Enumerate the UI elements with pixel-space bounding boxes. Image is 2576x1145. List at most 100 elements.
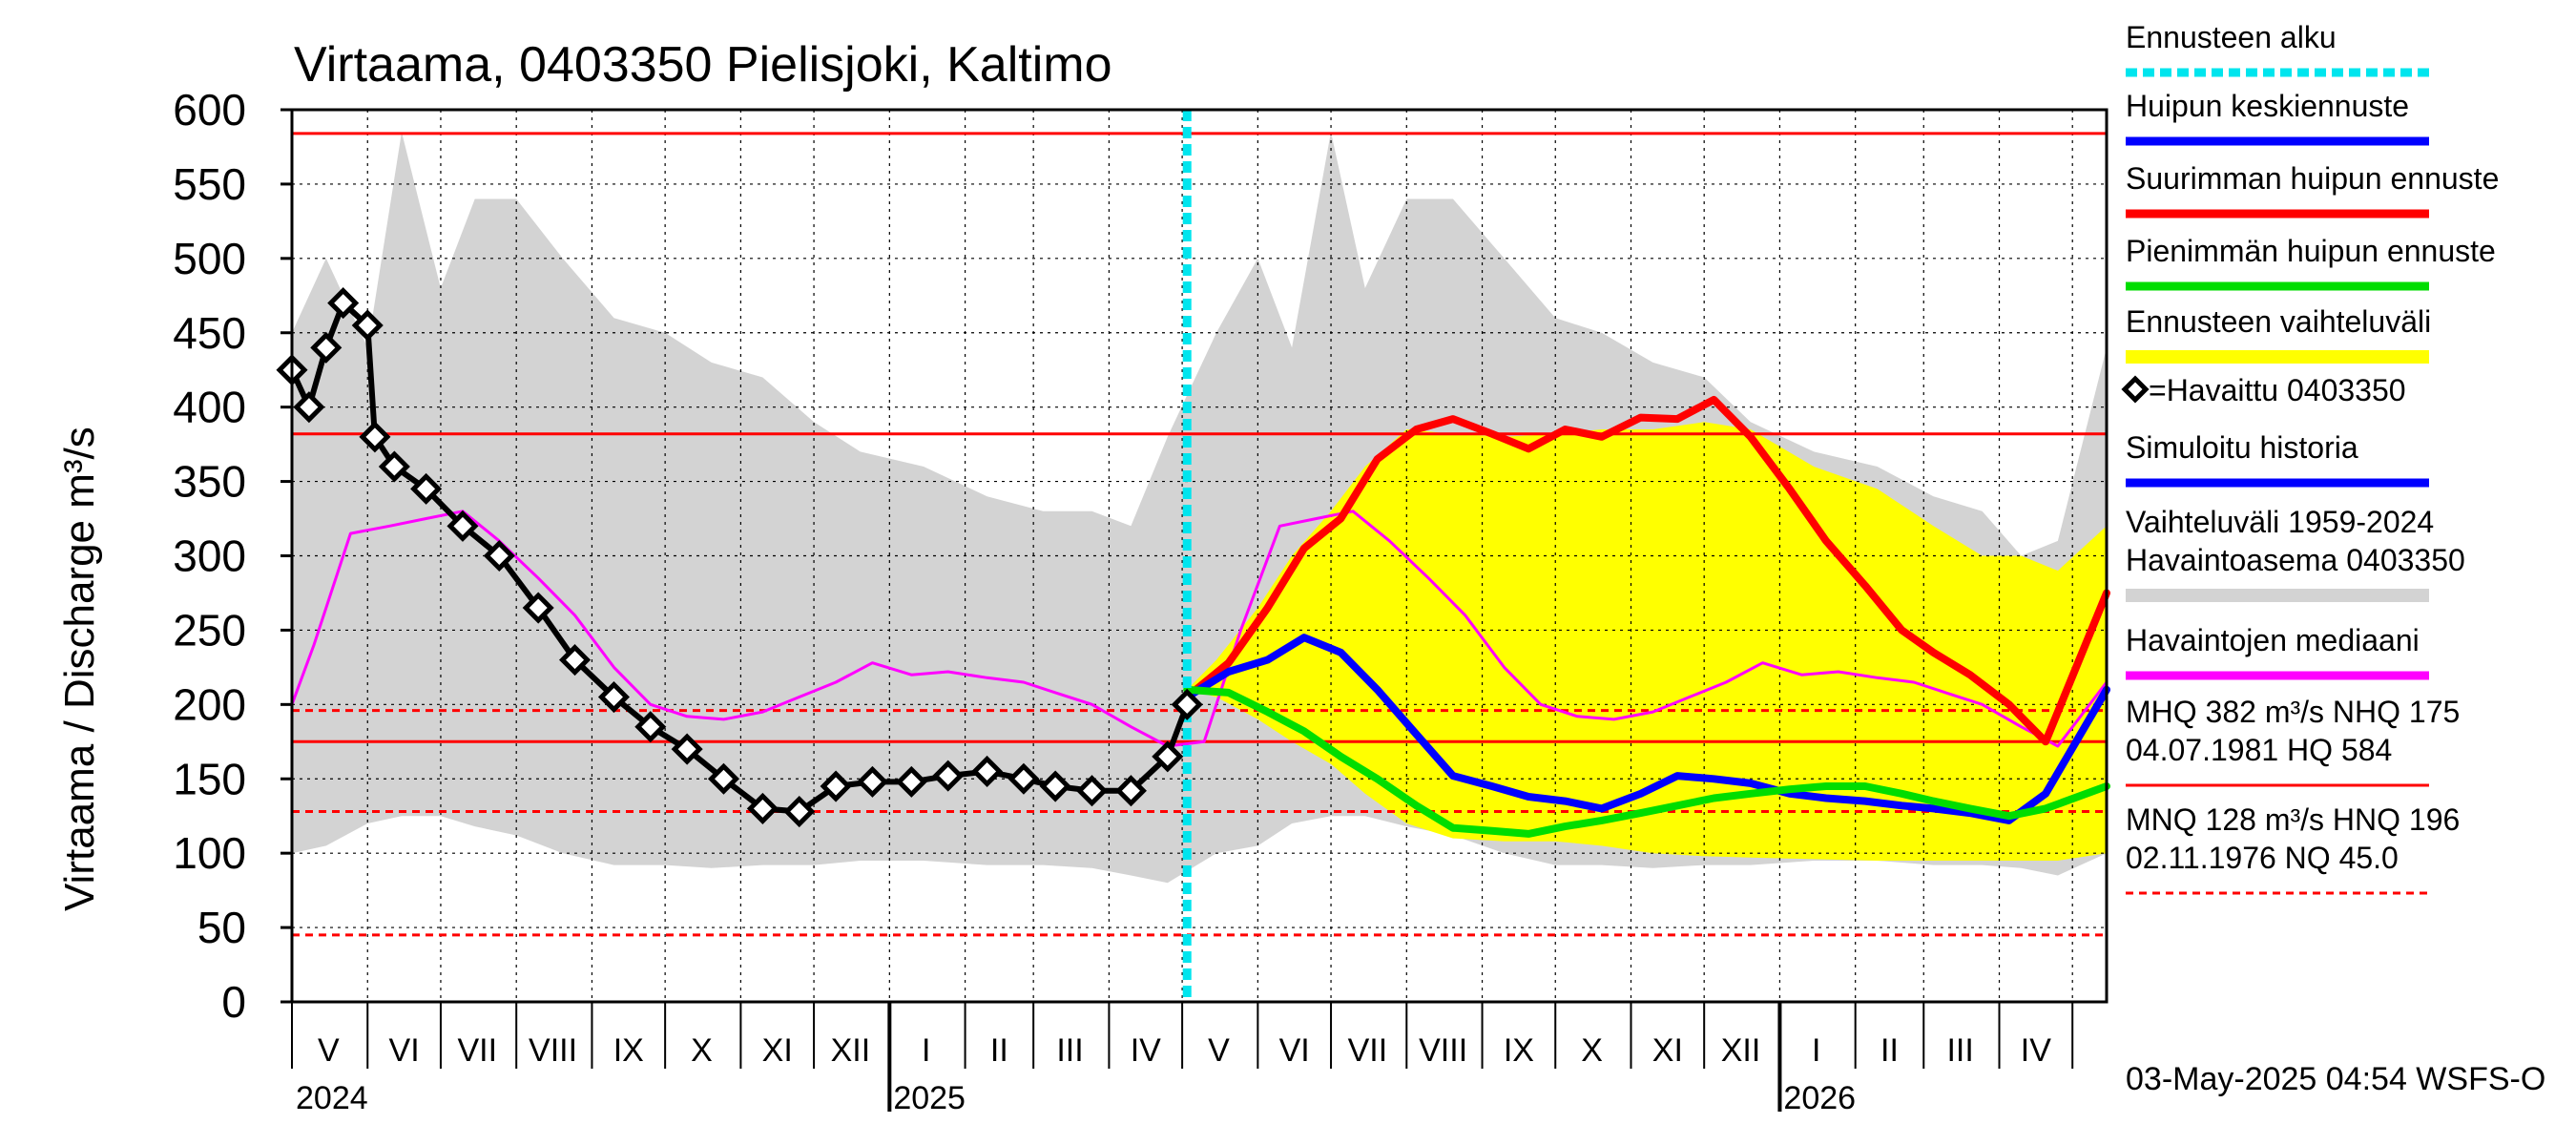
chart-title: Virtaama, 0403350 Pielisjoki, Kaltimo bbox=[294, 37, 1112, 93]
legend-item: Simuloitu historia bbox=[2126, 430, 2429, 488]
legend-label: Ennusteen alku bbox=[2126, 20, 2337, 54]
y-tick-label: 300 bbox=[173, 531, 246, 581]
observed-point bbox=[1039, 770, 1071, 802]
observed-point bbox=[447, 510, 479, 542]
observed-point bbox=[820, 770, 852, 802]
x-year-label: 2025 bbox=[893, 1080, 966, 1116]
y-tick-label: 200 bbox=[173, 679, 246, 729]
legend-label: Havaintojen mediaani bbox=[2126, 623, 2420, 657]
legend-label: MNQ 128 m³/s HNQ 196 bbox=[2126, 802, 2460, 837]
y-tick-label: 350 bbox=[173, 457, 246, 507]
legend-label: 02.11.1976 NQ 45.0 bbox=[2126, 841, 2399, 875]
y-tick-label: 150 bbox=[173, 754, 246, 803]
x-month-label: X bbox=[691, 1032, 713, 1069]
legend-marker-icon bbox=[2121, 375, 2150, 404]
observed-point bbox=[932, 760, 965, 792]
x-month-label: I bbox=[1812, 1032, 1820, 1069]
legend-item: MHQ 382 m³/s NHQ 175 04.07.1981 HQ 584 bbox=[2126, 695, 2460, 787]
legend-item: Ennusteen alku bbox=[2126, 20, 2429, 77]
x-month-label: VIII bbox=[529, 1032, 577, 1069]
observed-point bbox=[483, 539, 515, 572]
legend-label: Suurimman huipun ennuste bbox=[2126, 161, 2499, 196]
x-month-label: XI bbox=[1652, 1032, 1683, 1069]
plot-area bbox=[276, 110, 2110, 1002]
observed-point bbox=[310, 331, 343, 364]
line-havaintojen-mediaani bbox=[290, 510, 2109, 748]
x-month-label: XI bbox=[762, 1032, 793, 1069]
y-tick-label: 400 bbox=[173, 383, 246, 432]
legend-label: Pienimmän huipun ennuste bbox=[2126, 234, 2496, 268]
y-axis-label: Virtaama / Discharge m³/s bbox=[56, 427, 103, 911]
observed-point bbox=[1171, 688, 1203, 720]
observed-point bbox=[293, 391, 325, 424]
observed-point bbox=[971, 755, 1004, 787]
x-month-label: VII bbox=[1348, 1032, 1388, 1069]
y-tick-label: 100 bbox=[173, 828, 246, 878]
legend: Ennusteen alku Huipun keskiennuste Suurimm… bbox=[2121, 20, 2499, 895]
legend-item: Suurimman huipun ennuste bbox=[2126, 161, 2499, 219]
y-tick-label: 600 bbox=[173, 85, 246, 135]
observed-point bbox=[707, 762, 740, 795]
footer-timestamp: 03-May-2025 04:54 WSFS-O bbox=[2126, 1061, 2545, 1097]
x-month-label: IX bbox=[613, 1032, 644, 1069]
observed-point bbox=[327, 287, 360, 320]
y-tick-label: 500 bbox=[173, 234, 246, 283]
legend-label: Ennusteen vaihteluväli bbox=[2126, 304, 2431, 339]
y-tick-label: 50 bbox=[197, 903, 246, 952]
x-month-label: III bbox=[1056, 1032, 1083, 1069]
x-month-label: VI bbox=[1279, 1032, 1310, 1069]
legend-item: Pienimmän huipun ennuste bbox=[2126, 234, 2496, 291]
observed-point bbox=[559, 644, 592, 677]
x-month-label: V bbox=[1208, 1032, 1230, 1069]
x-year-label: 2026 bbox=[1783, 1080, 1856, 1116]
observed-point bbox=[856, 765, 888, 798]
line-pienimm-n-huipun-ennuste bbox=[1183, 685, 2110, 838]
legend-label: MHQ 382 m³/s NHQ 175 bbox=[2126, 695, 2460, 729]
x-month-label: I bbox=[922, 1032, 930, 1069]
band-ennusteen-vaihteluv-li bbox=[1187, 422, 2107, 861]
legend-label: Vaihteluväli 1959-2024 bbox=[2126, 505, 2434, 539]
legend-item: Huipun keskiennuste bbox=[2126, 89, 2429, 146]
legend-label: Huipun keskiennuste bbox=[2126, 89, 2409, 123]
legend-item: Ennusteen vaihteluväli bbox=[2126, 304, 2431, 364]
observed-point bbox=[1075, 775, 1109, 807]
observed-point bbox=[895, 765, 927, 798]
observed-point bbox=[671, 733, 703, 765]
legend-label: =Havaittu 0403350 bbox=[2149, 373, 2406, 407]
legend-label: Havaintoasema 0403350 bbox=[2126, 543, 2465, 577]
x-year-label: 2024 bbox=[296, 1080, 368, 1116]
x-month-label: VI bbox=[389, 1032, 420, 1069]
x-month-label: XII bbox=[831, 1032, 871, 1069]
legend-label: 04.07.1981 HQ 584 bbox=[2126, 733, 2392, 767]
x-month-label: X bbox=[1581, 1032, 1603, 1069]
y-tick-label: 450 bbox=[173, 308, 246, 358]
y-tick-label: 550 bbox=[173, 159, 246, 209]
x-month-label: IX bbox=[1504, 1032, 1534, 1069]
y-tick-label: 250 bbox=[173, 605, 246, 655]
x-month-label: XII bbox=[1721, 1032, 1761, 1069]
observed-point bbox=[746, 792, 779, 824]
observed-point bbox=[1008, 762, 1040, 795]
x-month-label: IV bbox=[1131, 1032, 1161, 1069]
x-month-label: II bbox=[1880, 1032, 1899, 1069]
line-suurimman-huipun-ennuste bbox=[1183, 395, 2110, 746]
legend-label: Simuloitu historia bbox=[2126, 430, 2358, 465]
x-month-label: IV bbox=[2021, 1032, 2051, 1069]
x-month-label: III bbox=[1946, 1032, 1973, 1069]
observed-point bbox=[378, 450, 410, 483]
line-huipun-keskiennuste bbox=[1183, 634, 2110, 824]
x-month-label: VII bbox=[458, 1032, 498, 1069]
observed-point bbox=[1152, 740, 1184, 773]
observed-point bbox=[634, 711, 667, 743]
x-month-label: VIII bbox=[1419, 1032, 1467, 1069]
legend-item: Vaihteluväli 1959-2024 Havaintoasema 040… bbox=[2126, 505, 2465, 602]
legend-item: Havaintojen mediaani bbox=[2126, 623, 2429, 680]
legend-item: MNQ 128 m³/s HNQ 196 02.11.1976 NQ 45.0 bbox=[2126, 802, 2460, 895]
observed-point bbox=[783, 795, 816, 828]
x-month-label: V bbox=[318, 1032, 340, 1069]
observed-point bbox=[359, 421, 391, 453]
observed-point bbox=[410, 472, 443, 505]
observed-point bbox=[1114, 775, 1147, 807]
legend-item: =Havaittu 0403350 bbox=[2121, 373, 2406, 407]
